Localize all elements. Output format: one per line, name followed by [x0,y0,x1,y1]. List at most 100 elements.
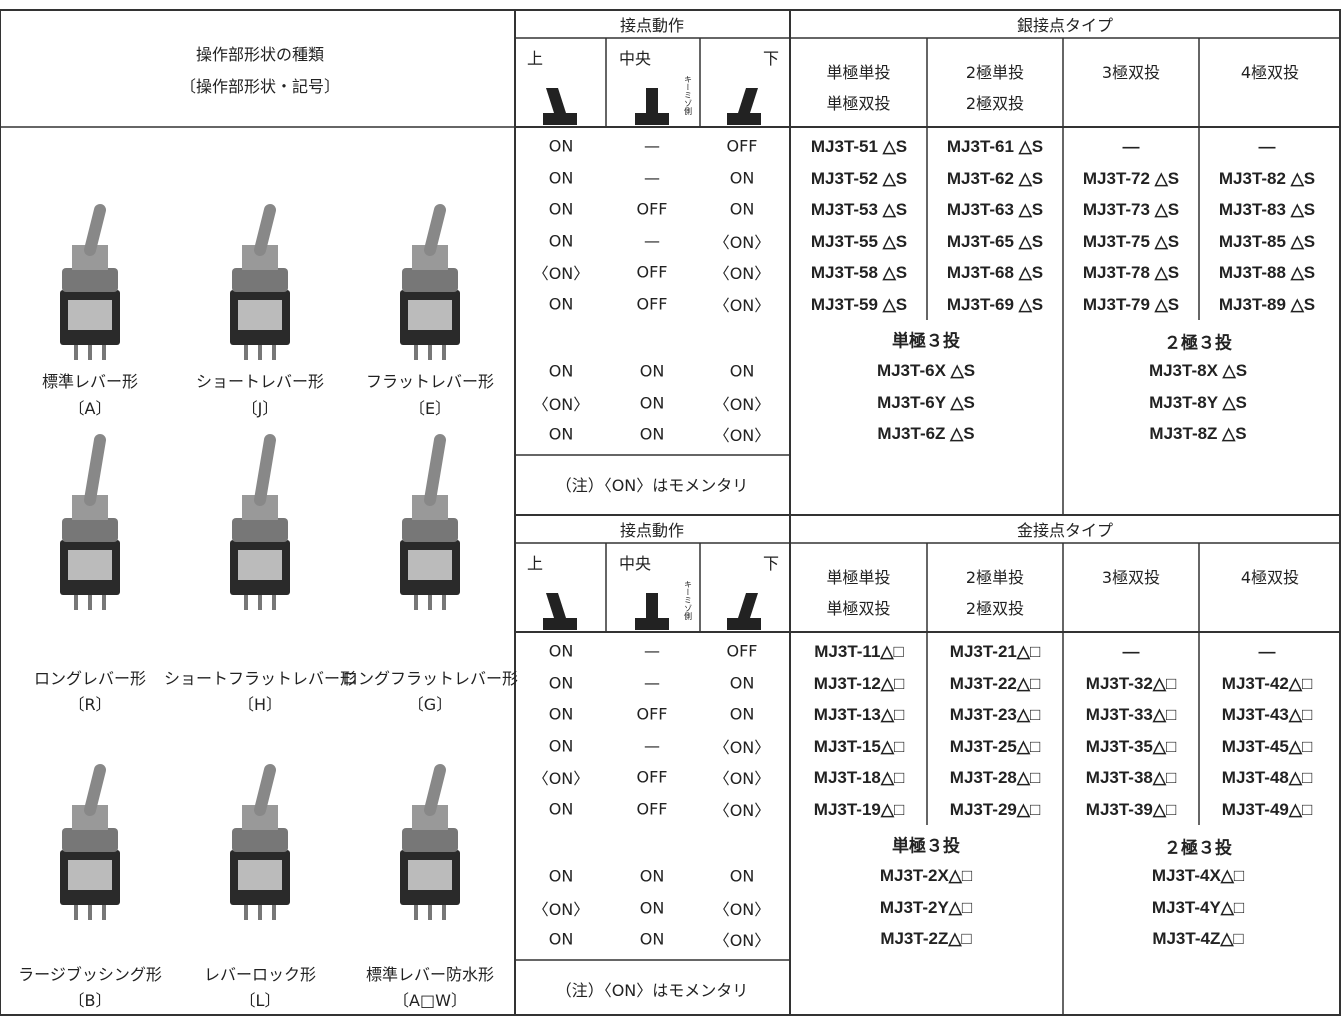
lever-icon [543,88,577,125]
contact-state: — [644,673,660,693]
contact-header: 接点動作 [619,521,685,540]
contact-state: 〈ON〉 [713,296,771,315]
model-number: MJ3T-83 △S [1218,200,1316,220]
model-number: MJ3T-35△□ [1085,736,1177,756]
contact-state: 〈ON〉 [713,426,771,445]
model-number: MJ3T-22△□ [949,673,1041,693]
lever-icon [727,88,761,125]
three-header: ２極３投 [1164,333,1232,353]
item-name: 標準レバー防水形 [365,965,495,984]
model-number: MJ3T-4X△□ [1151,866,1245,885]
model-number: MJ3T-28△□ [949,768,1041,788]
contact-state: ON [548,424,574,444]
item-code: 〔R〕 [68,695,112,714]
position: 中央 [618,554,652,573]
contact-state: 〈ON〉 [532,899,590,919]
model-number: MJ3T-19△□ [813,800,905,819]
model-number: MJ3T-25△□ [949,736,1041,756]
lever-icon [635,593,669,630]
contact-state: — [644,736,660,756]
contact-state: ON [729,168,755,188]
model-number: MJ3T-53 △S [810,200,908,220]
item-code: 〔A□W〕 [393,991,467,1010]
pole-header: 2極単投 [965,63,1025,82]
item-name: フラットレバー形 [365,372,495,391]
model-number: MJ3T-73 △S [1082,200,1180,220]
item-code: 〔H〕 [237,695,283,714]
contact-state: ON [548,799,574,819]
note: （注）〈ON〉はモメンタリ [555,981,749,1000]
contact-state: ON [729,361,755,381]
pole-header: 単極単投 [826,63,891,82]
lever-icon [635,88,669,125]
contact-state: — [644,136,660,156]
contact-state: ON [548,929,574,949]
switch-photo [230,764,290,920]
model-number: MJ3T-61 △S [946,137,1044,156]
model-number: MJ3T-33△□ [1085,705,1177,725]
item-code: 〔A〕 [68,399,112,418]
contact-state: ON [639,866,665,886]
item-code: 〔B〕 [68,991,112,1010]
contact-state: 〈ON〉 [713,899,771,919]
model-number: MJ3T-78 △S [1082,263,1180,283]
contact-state: ON [548,704,574,724]
model-number: MJ3T-79 △S [1082,295,1180,314]
pole-header: 単極単投 [826,568,891,587]
contact-header: 接点動作 [619,16,685,35]
position: 上 [526,554,544,573]
contact-state: ON [548,866,574,886]
model-number: MJ3T-8Z △S [1149,424,1247,443]
contact-state: OFF [636,294,668,314]
contact-state: ON [729,704,755,724]
contact-state: — [644,641,660,661]
item-code: 〔E〕 [408,399,452,418]
switch-photo [60,764,120,920]
contact-state: OFF [636,799,668,819]
contact-state: OFF [636,767,668,787]
key-label: キーミゾ側 [683,580,693,620]
model-number: MJ3T-88 △S [1218,263,1316,283]
contact-state: ON [729,866,755,886]
three-header: 単極３投 [892,836,960,856]
model-number: MJ3T-72 △S [1082,168,1180,188]
item-name: ロングフラットレバー形 [341,669,519,688]
model-number: MJ3T-13△□ [813,705,905,725]
left-header: 〔操作部形状・記号〕 [179,77,341,96]
model-number: MJ3T-42△□ [1221,673,1313,693]
pole-header: 4極双投 [1240,568,1300,587]
position: 中央 [618,49,652,68]
model-number: MJ3T-15△□ [813,736,905,756]
pole-header: 2極単投 [965,568,1025,587]
model-number: — [1258,642,1276,661]
item-code: 〔J〕 [241,399,279,418]
three-header: 単極３投 [892,331,960,351]
item-code: 〔G〕 [407,695,453,714]
contact-state: — [644,168,660,188]
model-number: MJ3T-12△□ [813,673,905,693]
position: 上 [526,49,544,68]
model-number: MJ3T-82 △S [1218,168,1316,188]
model-number: MJ3T-89 △S [1218,295,1316,314]
model-number: MJ3T-21△□ [949,642,1041,661]
contact-state: — [644,231,660,251]
model-number: MJ3T-48△□ [1221,768,1313,788]
item-name: ラージブッシング形 [18,965,162,984]
contact-state: ON [548,736,574,756]
item-name: ショートレバー形 [195,372,325,391]
contact-state: 〈ON〉 [713,769,771,789]
model-number: MJ3T-4Z△□ [1152,929,1244,948]
note: （注）〈ON〉はモメンタリ [555,476,749,495]
model-number: MJ3T-43△□ [1221,705,1313,725]
switch-photo [400,434,460,610]
model-number: MJ3T-59 △S [810,295,908,314]
contact-state: ON [548,231,574,251]
contact-state: 〈ON〉 [713,264,771,284]
contact-state: 〈ON〉 [713,232,771,252]
contact-state: OFF [726,641,758,661]
model-number: MJ3T-2Z△□ [880,929,972,948]
contact-state: OFF [636,199,668,219]
model-number: MJ3T-4Y△□ [1151,897,1245,917]
